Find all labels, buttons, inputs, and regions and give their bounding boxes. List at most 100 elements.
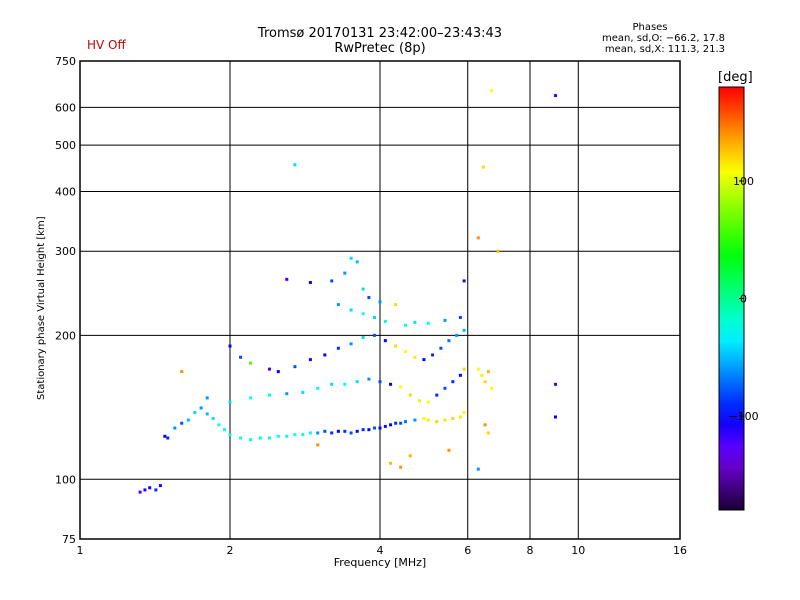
colorbar-tick-label: 0	[740, 293, 747, 306]
data-point	[323, 353, 327, 357]
data-point	[462, 410, 466, 414]
data-point	[361, 335, 365, 339]
data-point	[199, 406, 203, 410]
y-tick-label: 400	[55, 185, 76, 198]
data-point	[408, 393, 412, 397]
data-point	[476, 467, 480, 471]
data-point	[389, 461, 393, 465]
data-point	[308, 281, 312, 285]
data-point	[373, 315, 377, 319]
data-point	[378, 426, 382, 430]
data-point	[180, 421, 184, 425]
stats-heading: Phases	[632, 22, 668, 33]
stats-x-mode: mean, sd,X: 111.3, 21.3	[604, 44, 725, 55]
data-point	[301, 433, 305, 437]
data-point	[285, 277, 289, 281]
data-point	[435, 420, 439, 424]
data-point	[148, 486, 152, 490]
data-point	[408, 454, 412, 458]
data-point	[443, 318, 447, 322]
chart-title: Tromsø 20170131 23:42:00–23:43:43	[257, 26, 503, 41]
data-point	[447, 448, 451, 452]
data-point	[417, 399, 421, 403]
y-tick-label: 75	[62, 533, 76, 546]
data-point	[413, 418, 417, 422]
data-point	[413, 355, 417, 359]
data-point	[223, 428, 227, 432]
grid-lines	[80, 61, 680, 539]
data-point	[458, 415, 462, 419]
data-point	[367, 296, 371, 300]
data-point	[205, 412, 209, 416]
data-point	[490, 386, 494, 390]
data-point	[163, 434, 167, 438]
data-point	[439, 346, 443, 350]
data-point	[480, 373, 484, 377]
data-point	[276, 370, 280, 374]
x-axis-label: Frequency [MHz]	[333, 556, 427, 569]
data-point	[154, 488, 158, 492]
data-point	[383, 424, 387, 428]
data-point	[343, 271, 347, 275]
data-point	[308, 431, 312, 435]
data-point	[490, 89, 494, 93]
data-point	[267, 367, 271, 371]
data-point	[330, 279, 334, 283]
data-point	[293, 433, 297, 437]
data-points	[138, 89, 557, 494]
data-point	[330, 431, 334, 435]
data-point	[316, 431, 320, 435]
data-point	[483, 423, 487, 427]
data-point	[378, 300, 382, 304]
data-point	[394, 303, 398, 307]
data-point	[355, 380, 359, 384]
data-point	[373, 333, 377, 337]
data-point	[301, 390, 305, 394]
data-point	[276, 434, 280, 438]
data-point	[394, 344, 398, 348]
x-tick-label: 8	[527, 544, 534, 557]
data-point	[383, 339, 387, 343]
data-point	[367, 428, 371, 432]
x-tick-label: 6	[464, 544, 471, 557]
colorbar-tick-label: −100	[728, 410, 758, 423]
y-axis-ticks: 75 100 200 300 400 500 600 750	[55, 55, 76, 546]
stats-o-mode: mean, sd,O: −66.2, 17.8	[602, 33, 725, 44]
data-point	[166, 436, 170, 440]
data-point	[285, 434, 289, 438]
data-point	[451, 380, 455, 384]
data-point	[361, 428, 365, 432]
data-point	[308, 358, 312, 362]
data-point	[399, 421, 403, 425]
hv-status: HV Off	[87, 38, 126, 52]
y-axis-label: Stationary phase Virtual Height [km]	[36, 216, 47, 400]
data-point	[228, 433, 232, 437]
y-tick-label: 600	[55, 101, 76, 114]
data-point	[422, 417, 426, 421]
data-point	[205, 396, 209, 400]
y-tick-label: 500	[55, 139, 76, 152]
data-point	[553, 94, 557, 98]
data-point	[431, 353, 435, 357]
data-point	[239, 355, 243, 359]
data-point	[343, 382, 347, 386]
data-point	[476, 367, 480, 371]
data-point	[361, 287, 365, 291]
data-point	[361, 312, 365, 316]
x-tick-label: 1	[77, 544, 84, 557]
data-point	[367, 377, 371, 381]
data-point	[389, 423, 393, 427]
data-point	[211, 417, 215, 421]
data-point	[249, 361, 253, 365]
x-tick-label: 16	[673, 544, 687, 557]
data-point	[349, 342, 353, 346]
data-point	[355, 429, 359, 433]
data-point	[399, 385, 403, 389]
data-point	[462, 367, 466, 371]
data-point	[403, 420, 407, 424]
data-point	[455, 333, 459, 337]
data-point	[399, 465, 403, 469]
data-point	[173, 426, 177, 430]
data-point	[476, 236, 480, 240]
